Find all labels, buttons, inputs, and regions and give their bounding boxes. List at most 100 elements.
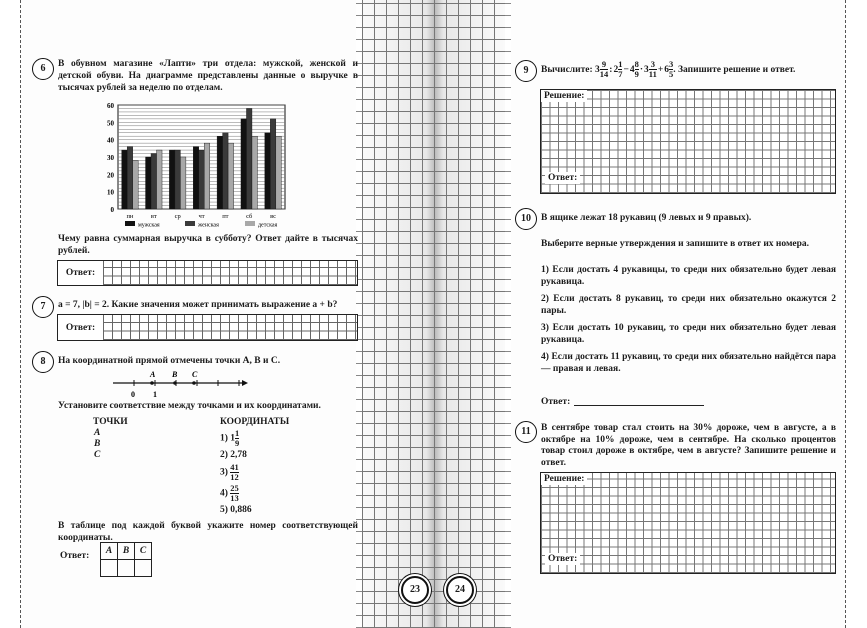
x-tick-label: чт [198,213,204,220]
q8-table-text: В таблице под каждой буквой укажите номе… [58,521,358,543]
point-c: C [94,450,101,460]
left-page-edge [356,0,362,628]
coord-5: 5) 0,886 [220,505,252,515]
revenue-bar-chart: 0 10 20 30 40 50 60 пн вт ср чт пт сб вс мужская женска… [107,102,286,229]
bar-женская-ср [174,149,181,210]
q6-question: Чему равна суммарная выручка в субботу? … [58,234,358,256]
point-a-label: A [149,370,156,379]
right-page-edge [505,0,511,628]
bar-детская-ср [180,156,187,210]
option-4[interactable]: 4) Если достать 11 рукавиц, то среди них… [541,352,836,374]
operator: : [609,65,613,75]
q10-instruction: Выберите верные утверждения и запишите в… [541,239,810,249]
header-c: C [134,542,152,560]
coords-header: КООРДИНАТЫ [220,417,290,427]
option-3[interactable]: 3) Если достать 10 рукавиц, то среди них… [541,323,836,345]
question-number-9: 9 [515,60,537,82]
one-label: 1 [153,390,157,399]
bar-женская-пт [222,132,229,210]
answer-cells[interactable] [103,261,357,285]
option-1[interactable]: 1) Если достать 4 рукавицы, то среди них… [541,265,836,287]
question-number-10: 10 [515,208,537,230]
bar-женская-чт [198,149,205,210]
legend-label: женская [197,223,219,229]
q11-solution-grid[interactable]: Решение: Ответ: [540,472,836,574]
graph-paper-fold [362,0,505,628]
bar-мужская-чт [193,146,199,210]
x-tick-label: пт [222,213,228,220]
bar-женская-вт [150,153,157,210]
header-a: A [100,542,118,560]
option-2[interactable]: 2) Если достать 8 рукавиц, то среди них … [541,294,836,316]
page-number-right: 24 [446,576,474,604]
bar-женская-вс [270,118,277,210]
q10-options: 1) Если достать 4 рукавицы, то среди них… [541,264,836,375]
answer-cell-b[interactable] [117,559,135,577]
y-tick-label: 30 [107,154,115,162]
q6-text: В обувном магазине «Лапти» три отдела: м… [58,59,358,93]
coord-3: 3) 41 12 [220,462,239,482]
answer-label: Ответ: [58,261,104,285]
q10-answer-line[interactable] [574,405,704,406]
bar-детская-вт [156,149,163,210]
mixed-number: 3 3 11 [644,59,657,80]
point-b-label: B [171,370,178,379]
legend-swatch-женская [185,221,195,226]
q9-expression: 3 9 14:2 1 7 −4 8 9·3 3 11 +6 3 5 [595,59,674,80]
bar-детская-сб [251,136,258,210]
y-tick-label: 0 [111,206,115,214]
bar-мужская-пт [216,136,223,210]
mixed-number: 3 9 14 [595,59,609,80]
points-list: A B C [94,428,100,461]
bar-женская-пн [126,146,133,210]
question-number-8: 8 [32,351,54,373]
bar-детская-пн [132,160,139,210]
y-tick-label: 60 [107,102,115,110]
page-number-left: 23 [401,576,429,604]
q9-suffix: . Запишите решение и ответ. [673,65,796,75]
coord-4: 4) 25 13 [220,483,239,503]
answer-label: Ответ: [545,172,581,184]
bar-мужская-вс [264,132,271,210]
q9-solution-grid[interactable]: Решение: Ответ: [540,89,836,194]
points-header: ТОЧКИ [93,417,128,427]
bar-мужская-вт [145,156,152,210]
q9-prefix: Вычислите: [541,65,593,75]
answer-cell-c[interactable] [134,559,152,577]
legend-swatch-детская [245,221,255,226]
answer-label: Ответ: [58,315,104,340]
legend-label: детская [258,223,278,229]
q7-answer-box[interactable]: Ответ: [57,314,358,341]
answer-cells[interactable] [103,315,357,340]
x-tick-label: вт [151,213,157,220]
x-tick-label: ср [175,213,181,220]
q10-answer-label: Ответ: [541,397,571,407]
q8-answer-label: Ответ: [60,551,90,561]
q8-instruction: Установите соответствие между точками и … [58,401,321,411]
x-tick-label: вс [270,213,276,220]
legend-label: мужская [138,223,160,229]
coordinate-line: A B C 0 1 [113,370,248,399]
x-tick-label: пн [126,213,133,220]
operator: + [657,65,664,75]
solution-label: Решение: [541,90,588,102]
question-number-7: 7 [32,296,54,318]
bar-детская-вс [275,136,282,210]
zero-label: 0 [131,390,135,399]
q6-answer-box[interactable]: Ответ: [57,260,358,286]
bar-мужская-сб [240,118,247,210]
point-c-label: C [192,370,198,379]
bar-женская-сб [246,108,253,210]
answer-cell-a[interactable] [100,559,118,577]
point-b: B [94,439,101,449]
bar-мужская-пн [121,149,128,210]
point-a: A [94,428,101,438]
answer-label: Ответ: [545,553,581,565]
operator: − [623,65,629,75]
y-tick-label: 50 [107,119,115,127]
